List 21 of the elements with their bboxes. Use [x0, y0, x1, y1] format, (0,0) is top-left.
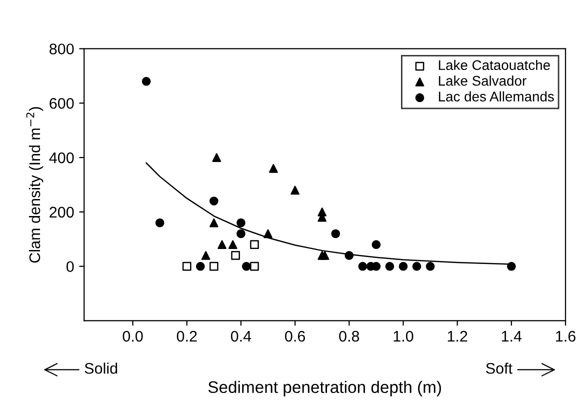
- x-tick-label: 0.6: [285, 330, 305, 342]
- x-tick-label: 1.0: [394, 330, 414, 342]
- x-tick-label: 1.4: [502, 331, 522, 342]
- text: Solid: [84, 362, 118, 374]
- legend-label: Lake Salvador: [438, 76, 526, 86]
- y-tick-label: 800: [50, 44, 74, 54]
- legend-label: Lake Cataouatche: [438, 60, 550, 70]
- x-tick-label: 0.0: [122, 330, 143, 342]
- x-tick-label: 1.6: [556, 330, 576, 342]
- y-tick-label: 200: [50, 206, 74, 218]
- legend-label: Lac des Allemands: [438, 91, 554, 102]
- x-tick-label: 0.8: [339, 330, 360, 342]
- x-axis-title: Sediment penetration depth (m): [208, 380, 441, 396]
- y-tick-label: 0: [66, 261, 74, 272]
- y-tick-label: 400: [49, 152, 74, 164]
- x-tick-label: 0.2: [176, 330, 197, 342]
- y-tick-label: 600: [50, 98, 74, 109]
- y-axis-title: Clam density (Ind m$^{−2}$): [26, 107, 44, 263]
- x-tick-label: 1.2: [448, 330, 468, 342]
- text: Soft: [486, 362, 512, 374]
- x-tick-label: 0.4: [230, 330, 252, 342]
